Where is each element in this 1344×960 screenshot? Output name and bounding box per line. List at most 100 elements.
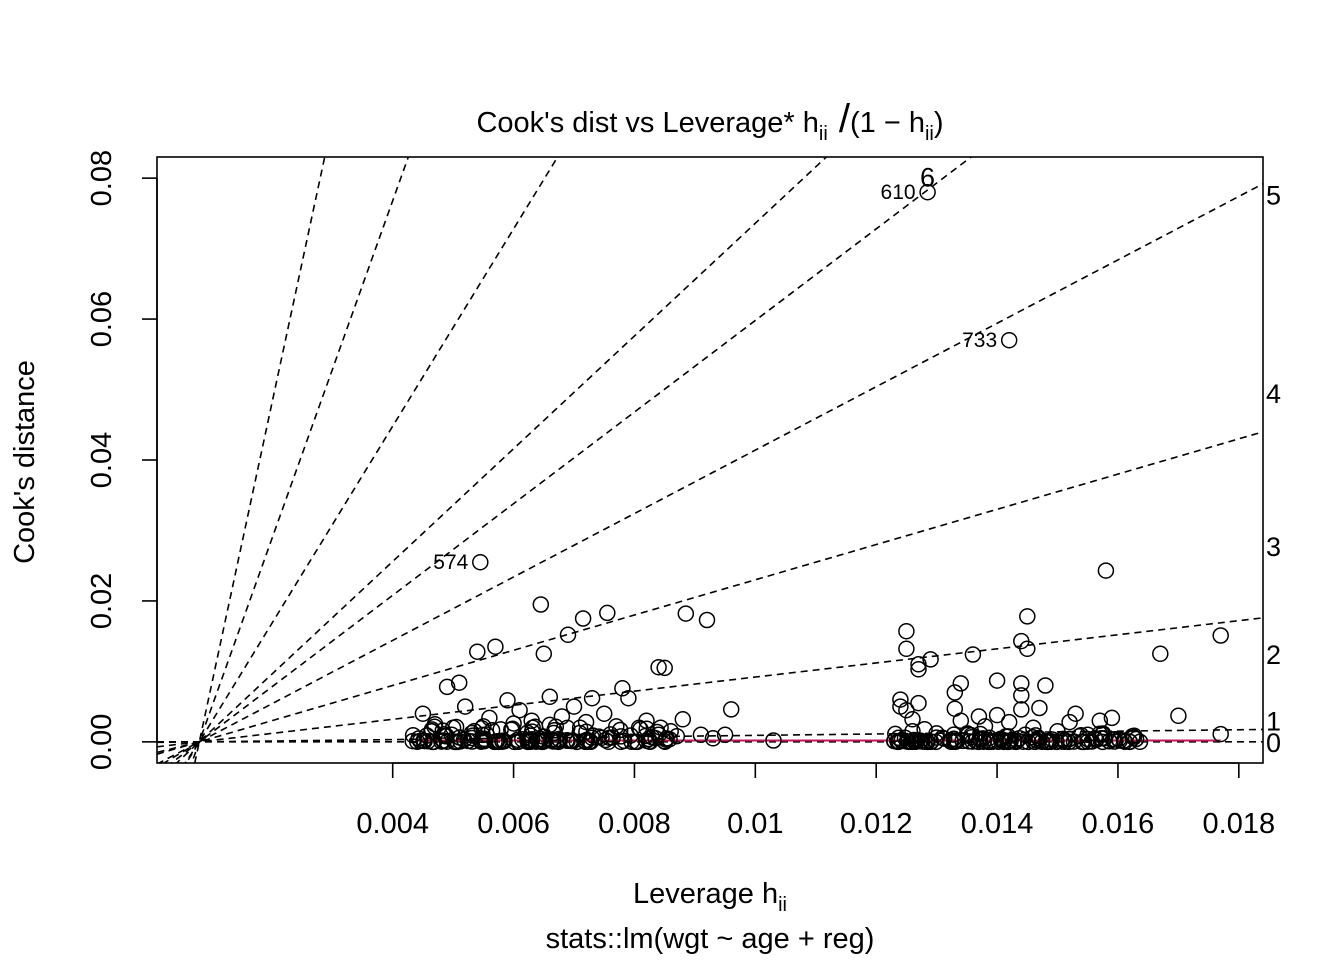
- data-point: [988, 672, 1006, 689]
- y-tick-label: 0.02: [86, 573, 118, 629]
- data-point: [559, 626, 577, 644]
- data-point: [1014, 733, 1032, 750]
- data-point: [892, 691, 909, 708]
- data-point: [893, 732, 910, 749]
- data-point: [414, 705, 432, 722]
- data-point: [614, 680, 631, 697]
- data-point: [640, 730, 657, 748]
- data-point: [503, 721, 520, 738]
- data-point: [677, 605, 695, 622]
- data-point: [952, 712, 970, 729]
- data-point: [623, 733, 640, 751]
- data-point: [1074, 733, 1091, 751]
- contour-label-2: 2: [1266, 640, 1281, 670]
- data-point: [487, 638, 504, 655]
- data-point: [491, 733, 508, 750]
- data-point: [975, 733, 992, 750]
- data-point: [909, 731, 927, 749]
- data-point: [1111, 732, 1129, 749]
- chart-title-formula-sub: ii: [925, 123, 934, 145]
- y-tick-label: 0.04: [86, 432, 118, 488]
- data-point: [1048, 733, 1065, 751]
- data-point: [1131, 733, 1149, 751]
- chart-title-formula-open: (1 − h: [850, 107, 925, 139]
- x-axis-label-main: Leverage h: [633, 878, 778, 910]
- x-tick-label: 0.006: [477, 808, 550, 840]
- data-point: [947, 732, 965, 750]
- data-point: [438, 678, 456, 696]
- data-point: [553, 708, 571, 725]
- data-point: [469, 643, 486, 660]
- data-points: [404, 183, 1229, 751]
- data-point: [1019, 640, 1036, 658]
- data-point: [542, 731, 560, 748]
- data-point: [967, 732, 984, 749]
- data-point: [620, 689, 637, 707]
- data-point: [1121, 733, 1138, 751]
- contour-label-4: 4: [1266, 379, 1281, 409]
- data-point: [532, 596, 550, 613]
- data-point: [919, 183, 936, 201]
- chart-title-formula-close: ): [934, 107, 944, 139]
- data-point: [647, 729, 664, 747]
- data-point: [435, 732, 453, 750]
- data-point: [612, 728, 630, 745]
- data-point: [472, 553, 489, 571]
- data-point: [425, 733, 443, 751]
- data-point: [674, 711, 692, 728]
- data-point: [523, 730, 541, 748]
- data-point: [952, 675, 970, 692]
- contour-line-neg-1: [162, 741, 200, 763]
- data-point: [1013, 701, 1030, 718]
- contour-line-neg-2: [184, 741, 200, 763]
- data-point: [1212, 725, 1229, 743]
- contour-line-1: [157, 728, 1263, 744]
- data-point: [1013, 687, 1030, 704]
- data-point: [658, 730, 675, 747]
- data-point: [722, 701, 740, 718]
- data-point: [622, 727, 639, 744]
- x-tick-label: 0.014: [961, 808, 1034, 840]
- point-label-733: 733: [962, 329, 997, 352]
- data-point: [1110, 730, 1128, 748]
- data-point: [898, 701, 915, 719]
- data-point: [1086, 730, 1104, 747]
- chart-title-sub: ii: [819, 123, 828, 145]
- data-point: [979, 733, 997, 751]
- data-point: [1000, 713, 1018, 731]
- data-point: [1019, 608, 1036, 625]
- x-tick-label: 0.008: [598, 808, 671, 840]
- contour-line-2: [157, 617, 1263, 748]
- x-tick-label: 0.012: [840, 808, 913, 840]
- contour-label-0: 0: [1266, 728, 1281, 758]
- data-point: [535, 645, 553, 663]
- x-axis-label: Leverage hii: [633, 878, 787, 916]
- data-point: [450, 674, 468, 691]
- data-point: [910, 656, 927, 673]
- contour-line-neg-0: [157, 741, 200, 754]
- x-tick-label: 0.018: [1203, 808, 1276, 840]
- data-point: [1031, 699, 1048, 717]
- data-point: [692, 726, 710, 744]
- data-point: [898, 640, 915, 658]
- data-point: [599, 604, 616, 622]
- data-point: [922, 651, 939, 668]
- data-point: [1013, 675, 1030, 692]
- data-point: [511, 701, 528, 719]
- contour-label-3: 3: [1266, 532, 1281, 562]
- contour-label-1: 1: [1266, 707, 1281, 737]
- contour-label-top: 6: [920, 163, 935, 193]
- data-point: [910, 694, 927, 712]
- data-point: [992, 730, 1009, 748]
- data-point: [565, 698, 583, 715]
- data-point: [1000, 331, 1018, 349]
- data-point: [564, 732, 582, 750]
- data-point: [656, 659, 673, 677]
- data-point: [499, 692, 516, 709]
- data-point: [905, 731, 923, 749]
- point-labels: 610 733 574 6: [433, 163, 997, 574]
- chart-subtitle: stats::lm(wgt ~ age + reg): [546, 923, 875, 955]
- y-tick-label: 0.06: [86, 291, 118, 347]
- data-point: [1152, 645, 1169, 663]
- contour-labels: 01 2 3 4 5: [1266, 180, 1281, 758]
